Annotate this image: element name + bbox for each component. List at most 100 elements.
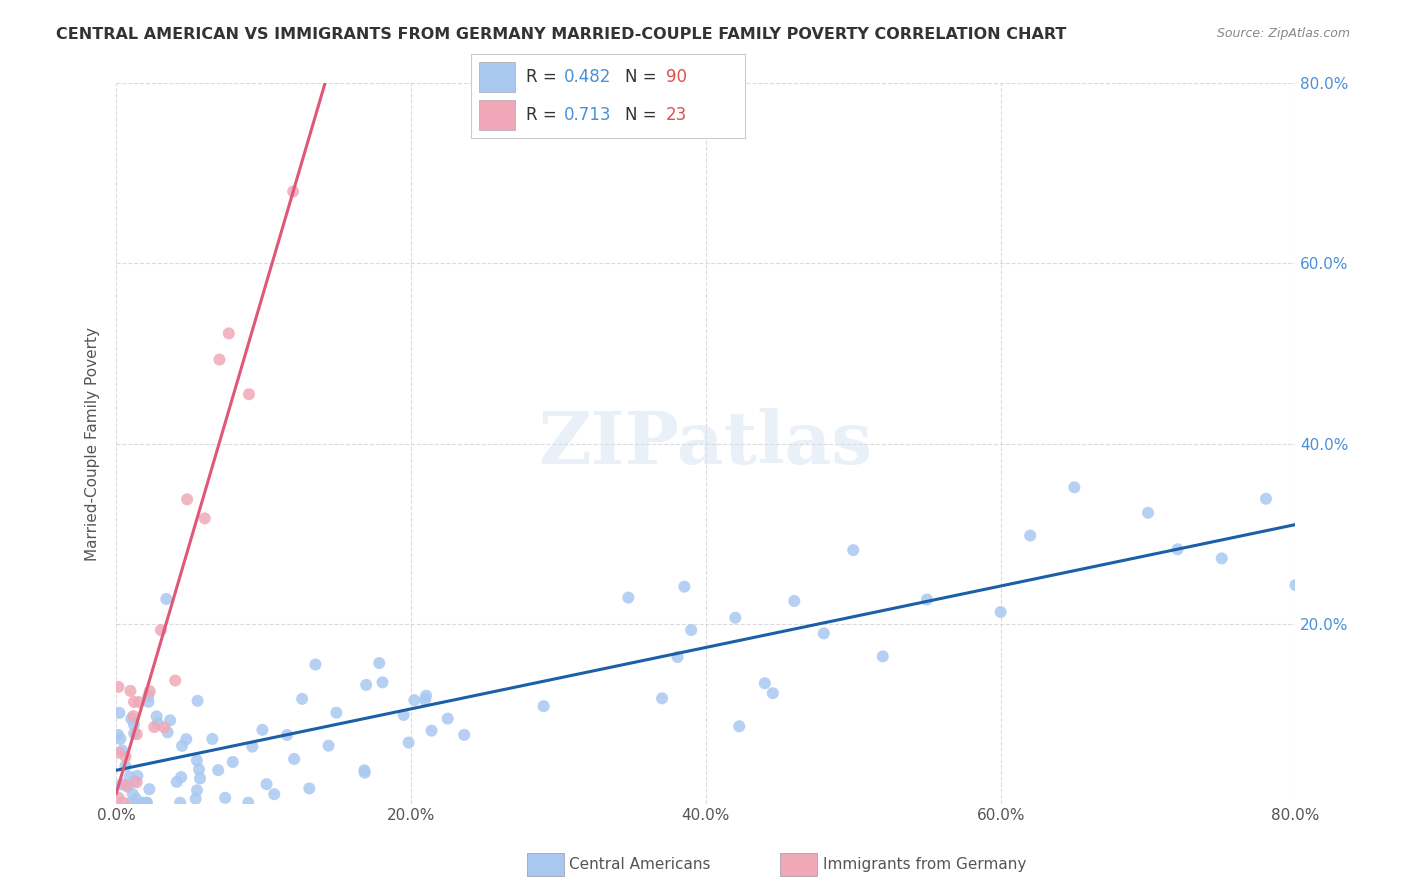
Point: [436, 712, 458, 726]
Point: [353, 764, 375, 778]
Point: [159, 714, 181, 728]
Text: 90: 90: [665, 68, 686, 86]
Point: [283, 752, 305, 766]
Text: Source: ZipAtlas.com: Source: ZipAtlas.com: [1216, 27, 1350, 40]
Point: [915, 592, 938, 607]
Point: [118, 770, 141, 784]
Point: [222, 755, 245, 769]
Point: [110, 777, 132, 791]
Point: [107, 746, 129, 760]
Point: [1211, 551, 1233, 566]
Point: [325, 706, 347, 720]
Point: [117, 780, 139, 794]
Point: [170, 739, 193, 753]
Text: ZIPatlas: ZIPatlas: [538, 408, 873, 479]
Point: [135, 796, 157, 810]
Point: [276, 728, 298, 742]
Point: [754, 676, 776, 690]
Point: [121, 787, 143, 801]
Point: [122, 726, 145, 740]
Point: [145, 709, 167, 723]
Point: [188, 763, 211, 777]
Point: [354, 678, 377, 692]
Text: N =: N =: [624, 106, 661, 124]
Point: [176, 492, 198, 507]
Point: [146, 716, 169, 731]
Text: Central Americans: Central Americans: [569, 857, 711, 871]
Point: [149, 623, 172, 637]
Point: [122, 709, 145, 723]
Point: [404, 693, 426, 707]
Point: [1137, 506, 1160, 520]
Point: [186, 753, 208, 767]
Text: 0.482: 0.482: [564, 68, 612, 86]
Point: [651, 691, 673, 706]
Point: [353, 765, 375, 780]
Bar: [479, 100, 515, 130]
Point: [238, 387, 260, 401]
Point: [1254, 491, 1277, 506]
Point: [122, 695, 145, 709]
Text: CENTRAL AMERICAN VS IMMIGRANTS FROM GERMANY MARRIED-COUPLE FAMILY POVERTY CORREL: CENTRAL AMERICAN VS IMMIGRANTS FROM GERM…: [56, 27, 1067, 42]
Point: [533, 699, 555, 714]
Point: [304, 657, 326, 672]
Point: [120, 796, 142, 810]
Point: [194, 511, 217, 525]
Point: [617, 591, 640, 605]
Point: [201, 731, 224, 746]
Point: [256, 777, 278, 791]
Point: [762, 686, 785, 700]
Point: [112, 796, 135, 810]
Point: [107, 728, 129, 742]
Point: [125, 792, 148, 806]
Point: [124, 774, 146, 789]
Text: 0.713: 0.713: [564, 106, 612, 124]
Point: [318, 739, 340, 753]
Point: [155, 591, 177, 606]
Point: [138, 689, 160, 703]
Point: [1063, 480, 1085, 494]
Point: [125, 727, 148, 741]
Point: [108, 706, 131, 720]
Point: [783, 594, 806, 608]
Point: [842, 543, 865, 558]
Point: [128, 695, 150, 709]
Point: [165, 673, 187, 688]
Point: [111, 743, 134, 757]
Point: [728, 719, 751, 733]
Point: [252, 723, 274, 737]
Point: [188, 772, 211, 786]
Point: [453, 728, 475, 742]
Point: [813, 626, 835, 640]
Point: [281, 185, 304, 199]
Point: [413, 693, 436, 707]
Point: [214, 790, 236, 805]
Text: Immigrants from Germany: Immigrants from Germany: [823, 857, 1026, 871]
Text: 23: 23: [665, 106, 688, 124]
Point: [156, 725, 179, 739]
Point: [263, 787, 285, 801]
Point: [107, 790, 129, 805]
Point: [872, 649, 894, 664]
Point: [120, 684, 142, 698]
Point: [238, 796, 260, 810]
Point: [120, 712, 142, 726]
Point: [122, 717, 145, 731]
Point: [240, 739, 263, 754]
Point: [1284, 578, 1306, 592]
Point: [218, 326, 240, 341]
Point: [420, 723, 443, 738]
Bar: [479, 62, 515, 92]
Point: [208, 352, 231, 367]
Point: [143, 720, 166, 734]
Point: [392, 708, 415, 723]
Point: [724, 611, 747, 625]
Point: [169, 796, 191, 810]
Text: N =: N =: [624, 68, 661, 86]
Point: [138, 782, 160, 797]
Point: [125, 775, 148, 789]
Point: [153, 720, 176, 734]
Point: [187, 694, 209, 708]
Point: [138, 695, 160, 709]
Point: [114, 749, 136, 764]
